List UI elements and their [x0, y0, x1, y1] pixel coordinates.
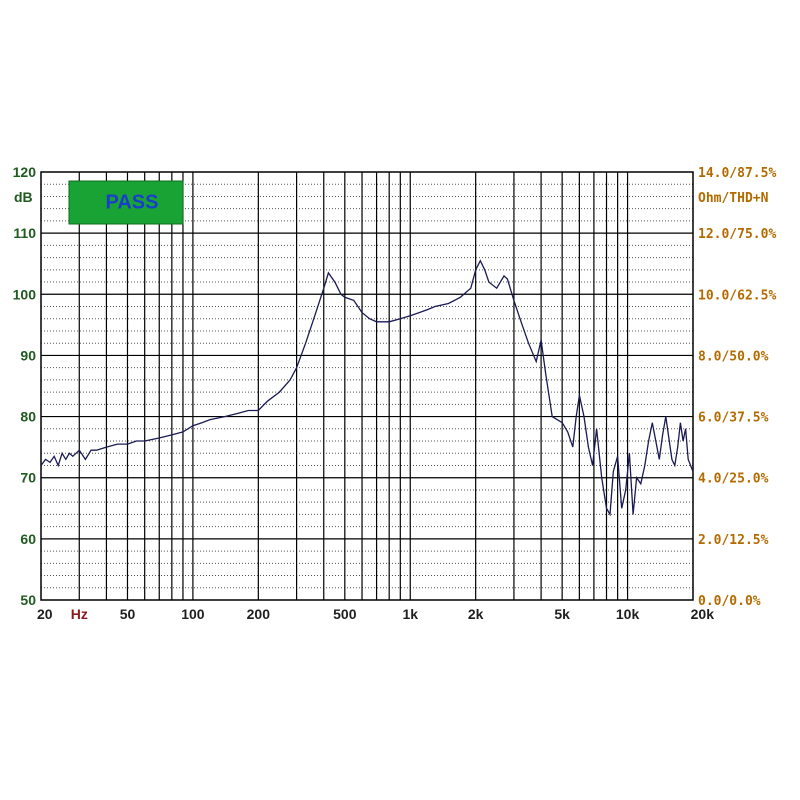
right-tick-label: 10.0/62.5% [698, 288, 776, 303]
right-tick-label: 6.0/37.5% [698, 411, 769, 426]
left-tick-label: 50 [20, 592, 36, 608]
right-tick-label: 0.0/0.0% [698, 594, 761, 609]
left-tick-label: 60 [20, 531, 36, 547]
x-tick-label: 500 [333, 606, 357, 622]
left-tick-label: 110 [13, 225, 36, 241]
left-tick-label: 100 [13, 286, 37, 302]
x-tick-label: 100 [181, 606, 205, 622]
x-tick-label: 1k [402, 606, 418, 622]
right-tick-label: 8.0/50.0% [698, 349, 769, 364]
x-tick-label: 20k [691, 606, 715, 622]
left-axis-label: dB [14, 189, 33, 205]
x-tick-label: Hz [71, 606, 88, 622]
pass-badge: PASS [68, 180, 184, 225]
series-response-line [40, 259, 694, 517]
x-tick-label: 10k [616, 606, 640, 622]
x-tick-label: 2k [468, 606, 484, 622]
x-tick-label: 5k [554, 606, 570, 622]
left-tick-label: 90 [20, 347, 36, 363]
right-tick-label: 14.0/87.5% [698, 166, 776, 181]
left-tick-label: 80 [20, 409, 36, 425]
left-tick-label: 70 [20, 470, 36, 486]
plot-frame [40, 171, 694, 601]
right-tick-label: 12.0/75.0% [698, 227, 776, 242]
right-axis-label: Ohm/THD+N [698, 191, 769, 206]
x-tick-label: 200 [247, 606, 271, 622]
pass-badge-background [68, 180, 184, 225]
pass-badge-label: PASS [106, 191, 159, 213]
x-tick-label: 20 [37, 606, 53, 622]
left-tick-label: 120 [13, 164, 37, 180]
right-axis-ticks: 14.0/87.5% 12.0/75.0% 10.0/62.5% 8.0/50.0% 6… [698, 166, 776, 609]
grid-major [41, 172, 693, 600]
x-axis-ticks: 20 Hz 50 100 200 500 1k 2k 5k 10k 20k [37, 606, 714, 622]
left-axis-ticks: 120 110 100 90 80 70 60 50 [13, 164, 37, 608]
x-tick-label: 50 [120, 606, 136, 622]
right-tick-label: 2.0/12.5% [698, 533, 769, 548]
right-tick-label: 4.0/25.0% [698, 472, 769, 487]
grid-minor [41, 183, 693, 589]
